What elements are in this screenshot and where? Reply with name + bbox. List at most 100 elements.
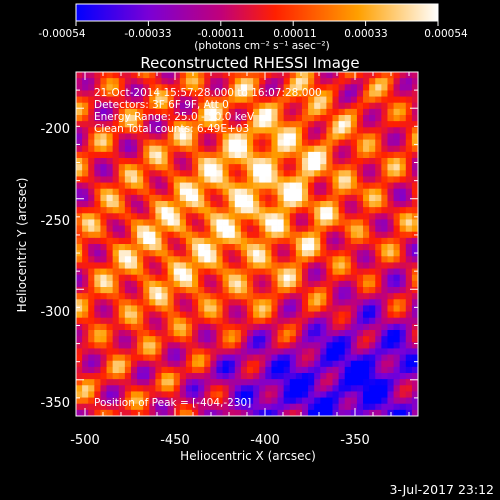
- heatmap-pixel: [130, 133, 138, 140]
- heatmap-pixel: [308, 145, 315, 153]
- heatmap-pixel: [277, 170, 285, 177]
- heatmap-pixel: [210, 330, 217, 337]
- heatmap-pixel: [253, 397, 260, 405]
- heatmap-pixel: [356, 84, 364, 91]
- heatmap-pixel: [204, 133, 211, 140]
- heatmap-pixel: [204, 373, 211, 380]
- heatmap-pixel: [216, 127, 223, 134]
- heatmap-pixel: [350, 348, 358, 355]
- heatmap-pixel: [387, 237, 394, 245]
- heatmap-pixel: [76, 280, 83, 288]
- heatmap-pixel: [393, 108, 401, 116]
- heatmap-pixel: [399, 385, 407, 392]
- heatmap-pixel: [234, 182, 242, 190]
- heatmap-pixel: [411, 348, 418, 355]
- heatmap-pixel: [167, 78, 175, 85]
- heatmap-pixel: [344, 164, 352, 171]
- colorbar-tick-label: -0.00011: [197, 28, 244, 40]
- heatmap-pixel: [216, 231, 223, 239]
- heatmap-pixel: [387, 158, 394, 165]
- heatmap-pixel: [137, 244, 144, 251]
- heatmap-pixel: [332, 145, 340, 153]
- heatmap-pixel: [143, 231, 150, 239]
- heatmap-pixel: [192, 342, 199, 349]
- heatmap-pixel: [369, 108, 376, 116]
- heatmap-pixel: [393, 244, 401, 251]
- heatmap-pixel: [234, 293, 242, 300]
- heatmap-pixel: [234, 366, 242, 374]
- heatmap-pixel: [76, 237, 83, 245]
- heatmap-pixel: [137, 213, 144, 220]
- heatmap-pixel: [88, 330, 95, 337]
- heatmap-pixel: [185, 151, 193, 159]
- heatmap-pixel: [210, 391, 217, 398]
- heatmap-pixel: [259, 373, 266, 380]
- heatmap-pixel: [94, 151, 101, 159]
- heatmap-pixel: [124, 213, 132, 220]
- heatmap-pixel: [167, 201, 175, 208]
- heatmap-pixel: [204, 84, 211, 91]
- heatmap-pixel: [112, 78, 120, 85]
- heatmap-pixel: [192, 96, 199, 104]
- heatmap-pixel: [124, 139, 132, 147]
- heatmap-pixel: [198, 102, 205, 110]
- heatmap-pixel: [308, 237, 315, 245]
- heatmap-pixel: [301, 207, 309, 214]
- heatmap-pixel: [94, 176, 101, 183]
- heatmap-pixel: [314, 170, 321, 177]
- heatmap-pixel: [289, 336, 297, 343]
- heatmap-pixel: [332, 409, 340, 416]
- heatmap-pixel: [130, 280, 138, 288]
- heatmap-pixel: [192, 207, 199, 214]
- heatmap-pixel: [271, 127, 278, 134]
- heatmap-pixel: [124, 176, 132, 183]
- heatmap-pixel: [301, 194, 309, 202]
- heatmap-pixel: [289, 366, 297, 374]
- heatmap-pixel: [137, 231, 144, 239]
- heatmap-pixel: [161, 158, 169, 165]
- heatmap-pixel: [253, 287, 260, 294]
- heatmap-pixel: [405, 293, 413, 300]
- heatmap-pixel: [88, 299, 95, 306]
- heatmap-pixel: [411, 403, 418, 411]
- heatmap-pixel: [173, 336, 181, 343]
- heatmap-pixel: [222, 145, 230, 153]
- heatmap-pixel: [405, 311, 413, 319]
- heatmap-pixel: [259, 379, 266, 386]
- heatmap-pixel: [253, 354, 260, 362]
- heatmap-pixel: [253, 231, 260, 239]
- heatmap-pixel: [375, 397, 382, 405]
- heatmap-pixel: [259, 151, 266, 159]
- heatmap-pixel: [106, 201, 114, 208]
- heatmap-pixel: [369, 90, 376, 97]
- heatmap-pixel: [185, 348, 193, 355]
- heatmap-pixel: [405, 78, 413, 85]
- heatmap-pixel: [228, 391, 236, 398]
- heatmap-pixel: [387, 176, 394, 183]
- heatmap-pixel: [204, 164, 211, 171]
- heatmap-pixel: [350, 330, 358, 337]
- heatmap-pixel: [301, 262, 309, 269]
- heatmap-pixel: [130, 115, 138, 122]
- heatmap-pixel: [375, 78, 382, 85]
- heatmap-pixel: [314, 219, 321, 226]
- heatmap-pixel: [167, 385, 175, 392]
- heatmap-pixel: [143, 366, 150, 374]
- heatmap-pixel: [369, 145, 376, 153]
- heatmap-pixel: [338, 102, 346, 110]
- heatmap-pixel: [185, 176, 193, 183]
- heatmap-pixel: [222, 188, 230, 196]
- heatmap-pixel: [192, 287, 199, 294]
- heatmap-pixel: [387, 348, 394, 355]
- heatmap-pixel: [399, 379, 407, 386]
- heatmap-pixel: [155, 317, 162, 325]
- heatmap-pixel: [216, 164, 223, 171]
- heatmap-pixel: [143, 170, 150, 177]
- heatmap-pixel: [155, 96, 162, 104]
- heatmap-pixel: [387, 139, 394, 147]
- heatmap-pixel: [301, 385, 309, 392]
- heatmap-pixel: [265, 176, 272, 183]
- heatmap-pixel: [234, 108, 242, 116]
- heatmap-pixel: [375, 244, 382, 251]
- heatmap-pixel: [216, 379, 223, 386]
